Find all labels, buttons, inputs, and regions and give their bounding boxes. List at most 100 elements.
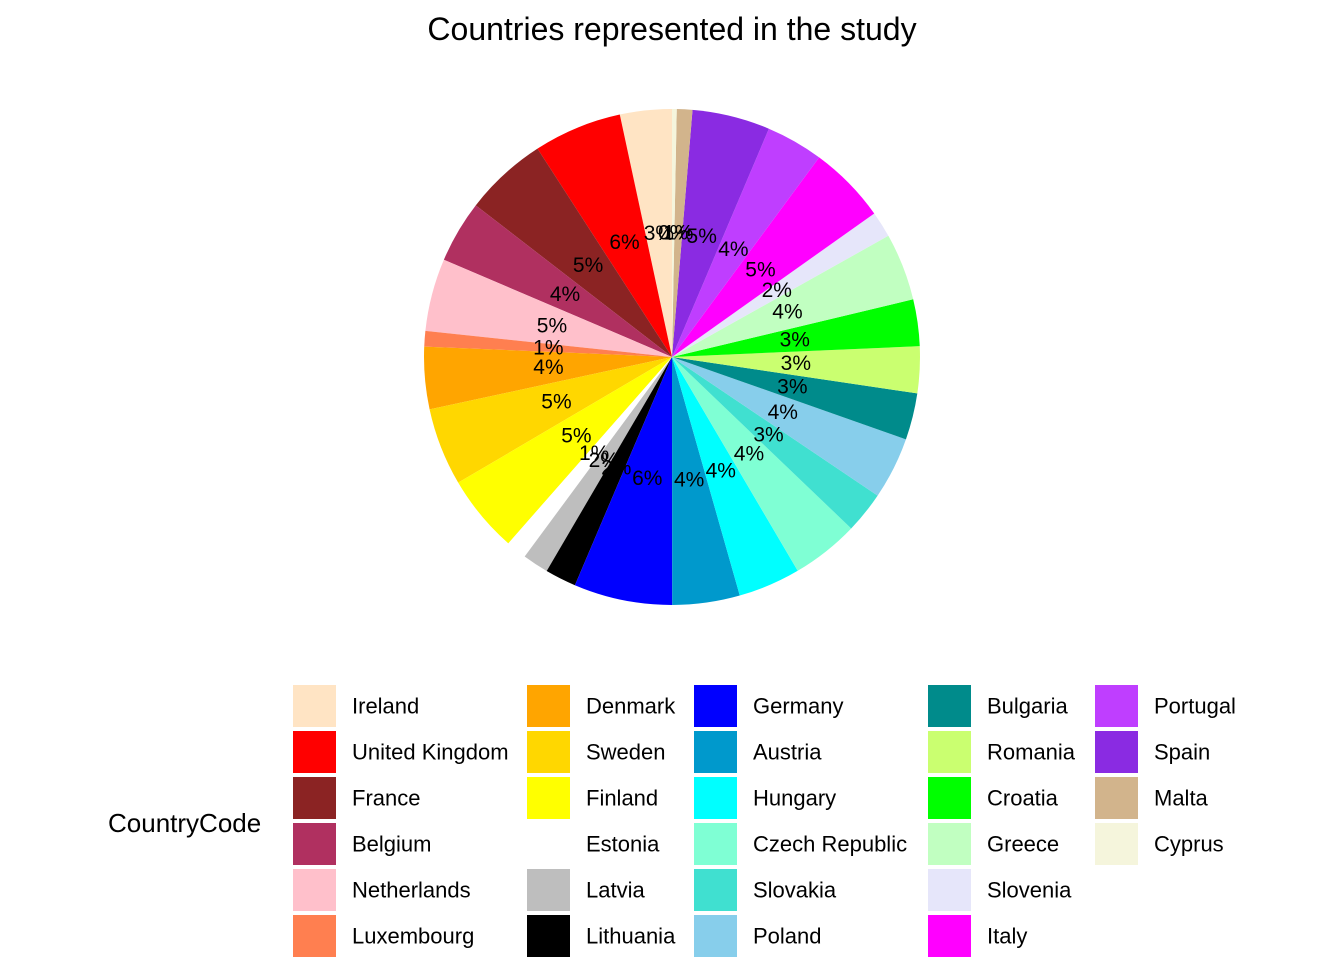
legend-item-france: France [293, 777, 420, 819]
legend-swatch-lithuania [527, 915, 570, 957]
pie-label-croatia: 3% [780, 328, 810, 351]
legend-label-slovenia: Slovenia [987, 878, 1072, 903]
pie-label-czech-republic: 4% [734, 443, 764, 466]
legend-item-lithuania: Lithuania [527, 915, 676, 957]
pie-slice-belgium [443, 205, 672, 357]
legend-swatch-poland [694, 915, 737, 957]
legend-label-luxembourg: Luxembourg [352, 924, 474, 949]
pie-slice-united-kingdom [537, 114, 672, 358]
legend-item-sweden: Sweden [527, 731, 666, 773]
pie-label-austria: 4% [674, 468, 704, 491]
legend-label-germany: Germany [753, 694, 843, 719]
legend-item-ireland: Ireland [293, 685, 419, 727]
pie-slice-romania [672, 346, 920, 394]
legend-label-lithuania: Lithuania [586, 924, 676, 949]
pie-slice-netherlands [425, 259, 672, 357]
pie-slice-slovenia [672, 213, 889, 357]
legend-label-sweden: Sweden [586, 740, 666, 765]
legend-label-cyprus: Cyprus [1154, 832, 1224, 857]
legend-label-estonia: Estonia [586, 832, 660, 857]
pie-slice-poland [672, 357, 906, 496]
legend-label-italy: Italy [987, 924, 1027, 949]
legend-item-luxembourg: Luxembourg [293, 915, 474, 957]
pie-label-hungary: 4% [706, 460, 736, 483]
legend-label-united-kingdom: United Kingdom [352, 740, 509, 765]
pie-labels: 3%6%5%4%5%1%4%5%5%1%2%2% 6% 4% 4%4%3%4%3%3%… [533, 222, 811, 492]
chart-title: Countries represented in the study [427, 11, 916, 47]
pie-slice-italy [672, 157, 875, 357]
legend-item-slovenia: Slovenia [928, 869, 1072, 911]
legend-swatch-ireland [293, 685, 336, 727]
pie-slice-estonia [508, 357, 672, 557]
legend-swatch-greece [928, 823, 971, 865]
legend-label-slovakia: Slovakia [753, 878, 837, 903]
legend-swatch-finland [527, 777, 570, 819]
legend-item-italy: Italy [928, 915, 1027, 957]
legend-swatch-austria [694, 731, 737, 773]
legend-swatch-spain [1095, 731, 1138, 773]
legend-item-slovakia: Slovakia [694, 869, 837, 911]
pie-slice-portugal [672, 128, 820, 357]
pie-label-belgium: 4% [550, 283, 580, 306]
pie-slice-sweden [429, 357, 672, 483]
pie-label-italy: 5% [745, 259, 775, 282]
pie-slice-bulgaria [672, 357, 918, 440]
pie-label-denmark: 4% [533, 356, 563, 379]
legend: CountryCode Ireland United Kingdom France B… [108, 685, 1236, 957]
pie-slice-germany [574, 357, 673, 605]
legend-label-croatia: Croatia [987, 786, 1059, 811]
pie-slice-france [475, 148, 672, 357]
legend-label-belgium: Belgium [352, 832, 431, 857]
pie-slice-austria [672, 357, 740, 605]
pie-label-germany: 6% [632, 467, 662, 490]
legend-title: CountryCode [108, 808, 261, 838]
legend-item-poland: Poland [694, 915, 822, 957]
legend-label-romania: Romania [987, 740, 1076, 765]
pie-slice-lithuania [546, 357, 672, 586]
legend-swatch-bulgaria [928, 685, 971, 727]
legend-item-finland: Finland [527, 777, 658, 819]
legend-item-netherlands: Netherlands [293, 869, 471, 911]
legend-item-romania: Romania [928, 731, 1076, 773]
pie-slice-spain [672, 109, 769, 357]
legend-swatch-latvia [527, 869, 570, 911]
pie-label-luxembourg: 1% [533, 336, 563, 359]
legend-item-portugal: Portugal [1095, 685, 1236, 727]
legend-item-hungary: Hungary [694, 777, 836, 819]
pie-slice-hungary [672, 357, 798, 596]
legend-swatch-luxembourg [293, 915, 336, 957]
legend-swatch-italy [928, 915, 971, 957]
legend-item-spain: Spain [1095, 731, 1210, 773]
legend-item-denmark: Denmark [527, 685, 676, 727]
pie-slice-greece [672, 235, 914, 357]
pie-slices [424, 109, 920, 605]
pie-label-slovakia: 3% [753, 423, 783, 446]
legend-swatch-denmark [527, 685, 570, 727]
legend-item-germany: Germany [694, 685, 843, 727]
legend-item-bulgaria: Bulgaria [928, 685, 1068, 727]
legend-item-austria: Austria [694, 731, 822, 773]
legend-item-united-kingdom: United Kingdom [293, 731, 509, 773]
legend-label-greece: Greece [987, 832, 1059, 857]
legend-label-finland: Finland [586, 786, 658, 811]
pie-label-latvia: 2% [589, 449, 619, 472]
legend-label-netherlands: Netherlands [352, 878, 471, 903]
legend-item-malta: Malta [1095, 777, 1209, 819]
pie-slice-croatia [672, 299, 920, 357]
legend-label-malta: Malta [1154, 786, 1209, 811]
legend-label-hungary: Hungary [753, 786, 836, 811]
pie-slice-denmark [424, 346, 672, 410]
legend-swatch-malta [1095, 777, 1138, 819]
legend-swatch-portugal [1095, 685, 1138, 727]
legend-swatch-slovakia [694, 869, 737, 911]
pie-label-greece: 4% [772, 300, 802, 323]
pie-label-romania: 3% [781, 352, 811, 375]
pie-slice-luxembourg [424, 330, 672, 357]
legend-item-latvia: Latvia [527, 869, 645, 911]
legend-swatch-cyprus [1095, 823, 1138, 865]
pie-label-bulgaria: 3% [777, 375, 807, 398]
legend-label-poland: Poland [753, 924, 822, 949]
legend-swatch-germany [694, 685, 737, 727]
legend-label-latvia: Latvia [586, 878, 645, 903]
